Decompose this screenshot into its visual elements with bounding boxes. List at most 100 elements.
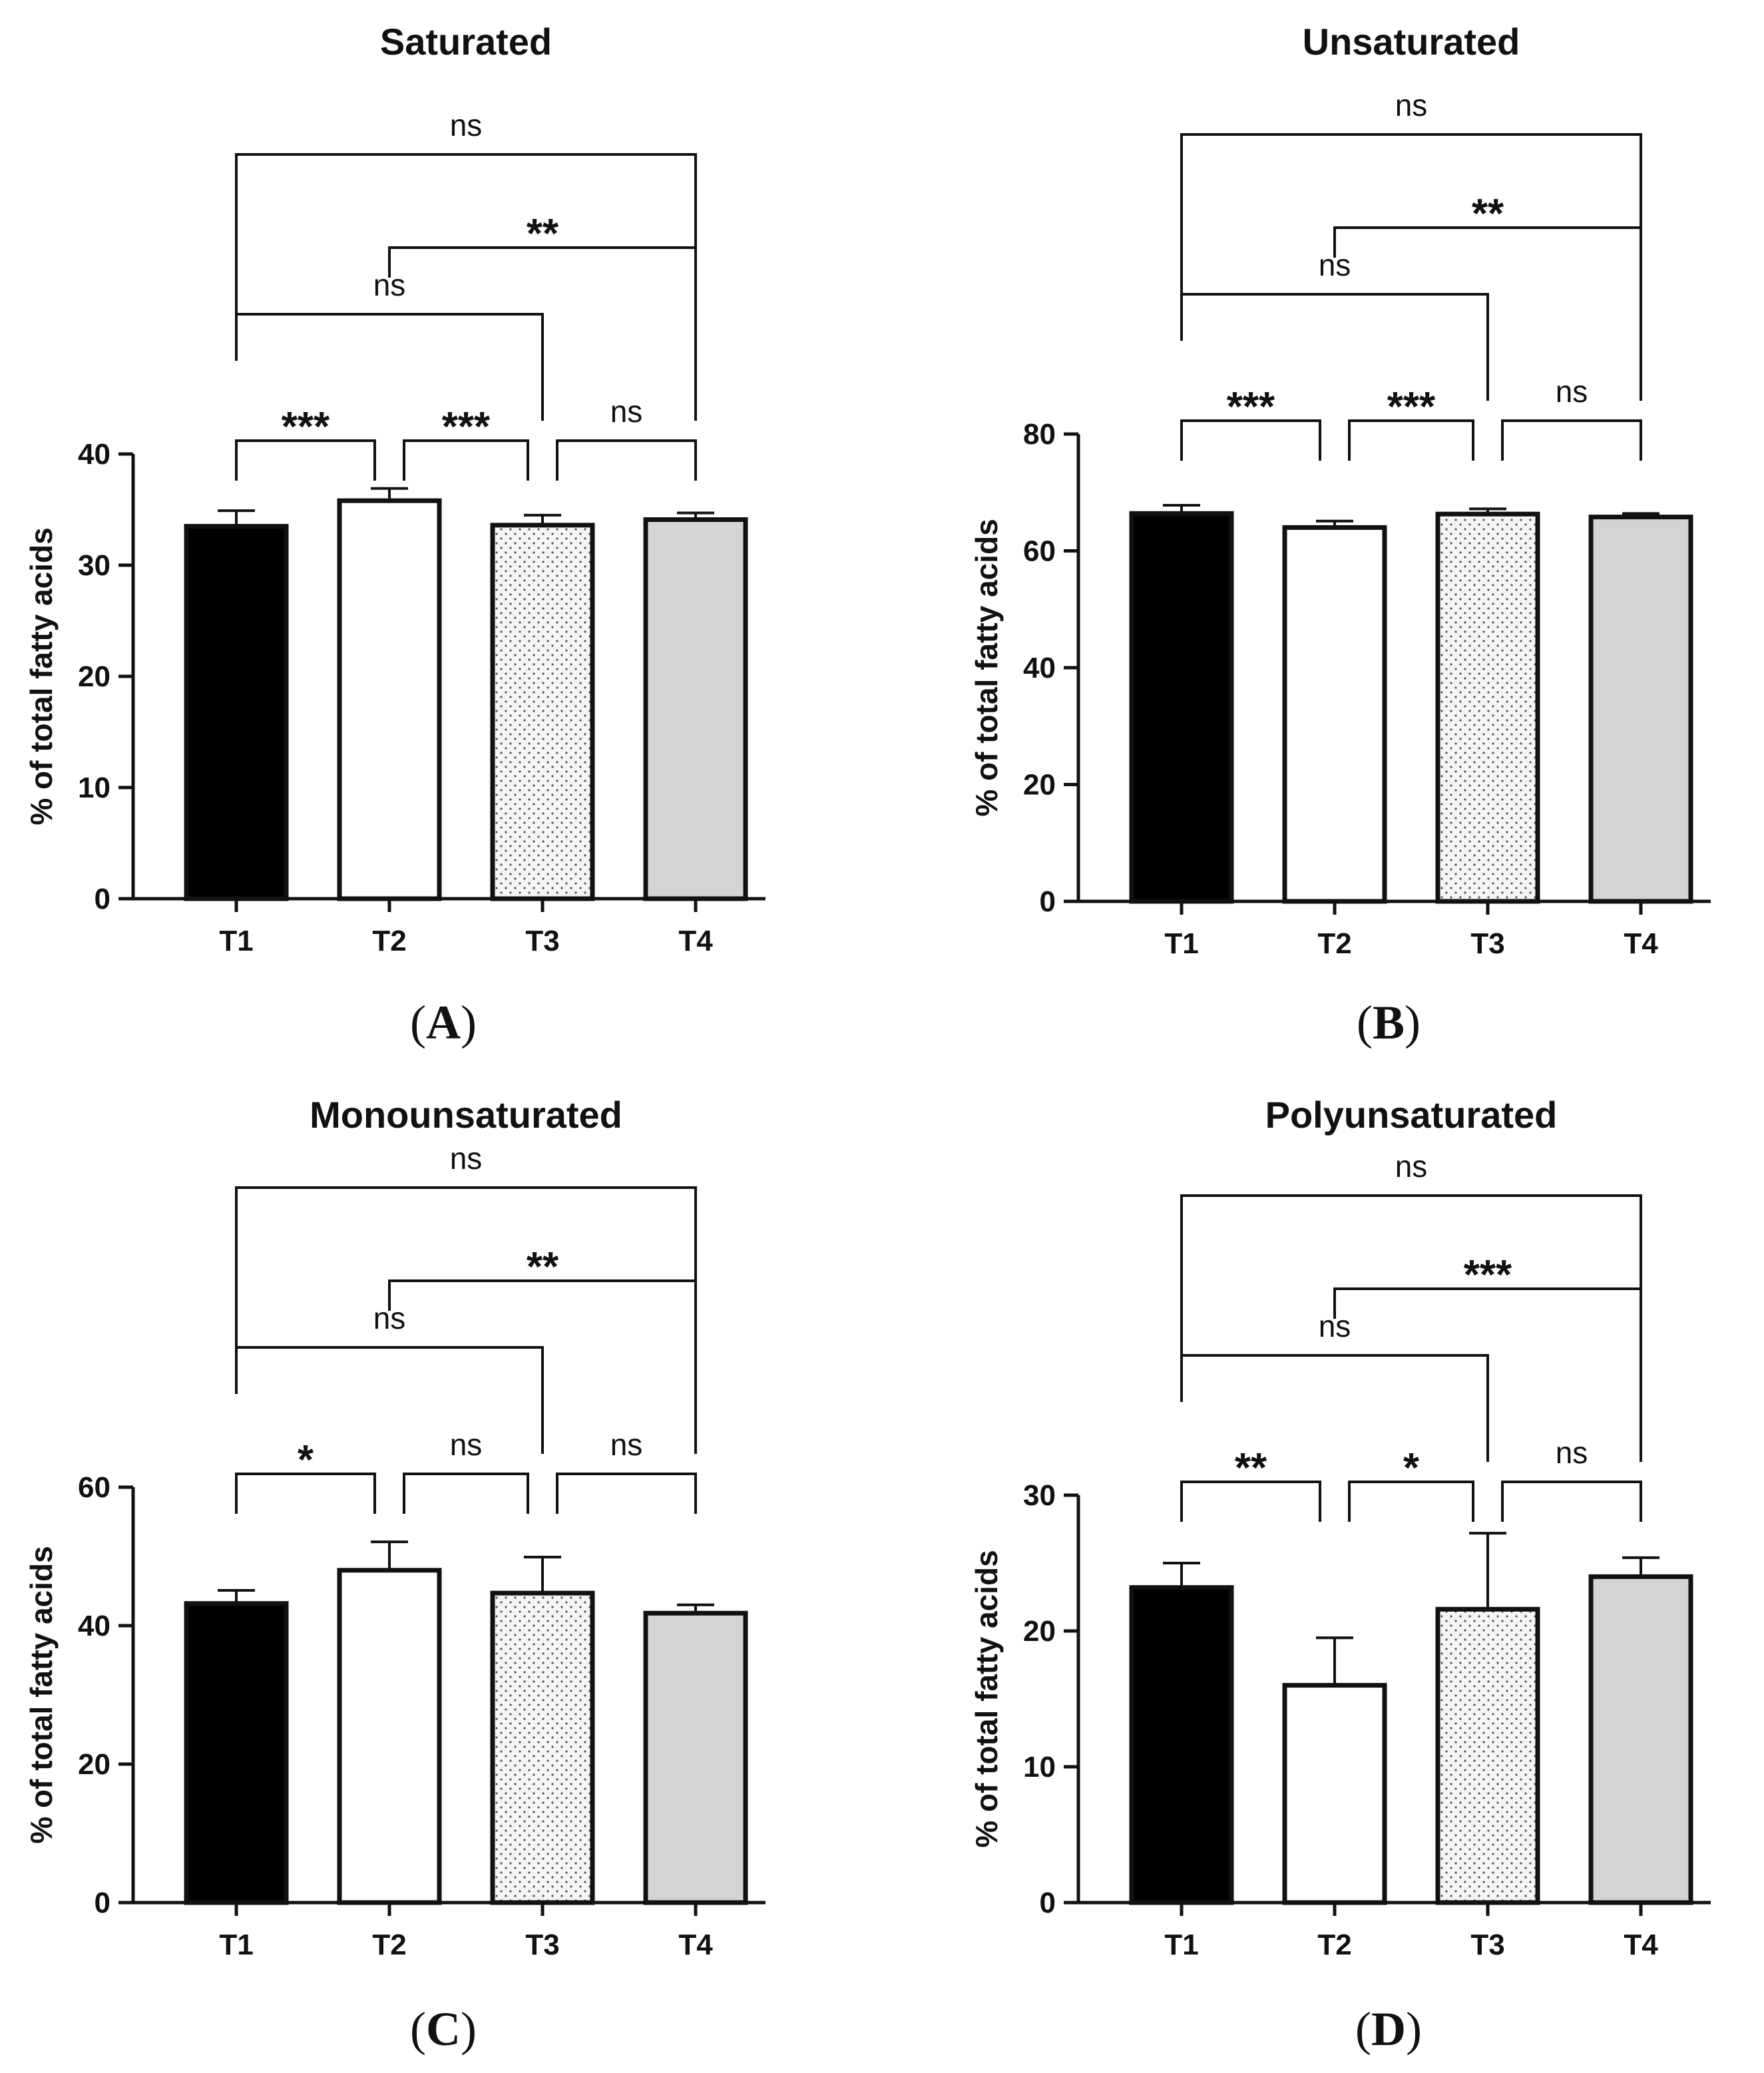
significance-label: *	[298, 1437, 314, 1483]
significance-label: ns	[610, 394, 643, 429]
significance-bracket	[235, 1473, 376, 1514]
x-tick-label: T4	[678, 1929, 713, 1961]
significance-label: ns	[450, 108, 483, 142]
panel-label-paren: )	[461, 2002, 477, 2056]
significance-label: ***	[1227, 384, 1275, 430]
y-axis-label: % of total fatty acids	[969, 519, 1004, 816]
x-tick-label: T3	[1470, 927, 1504, 960]
x-tick-label: T1	[1164, 1929, 1198, 1961]
significance-label: **	[1472, 191, 1504, 237]
panel-label-paren: (	[1357, 996, 1373, 1049]
y-tick-label: 0	[1040, 1887, 1056, 1919]
panel-label: (B)	[1357, 996, 1421, 1049]
significance-bracket	[1180, 419, 1321, 461]
significance-bracket	[1180, 1481, 1321, 1522]
significance-label: ns	[610, 1427, 643, 1462]
chart-title: Polyunsaturated	[1265, 1094, 1558, 1136]
bar-t2	[337, 1568, 442, 1905]
significance-bracket	[556, 439, 697, 481]
significance-bracket	[1180, 293, 1489, 401]
x-tick-label: T2	[1317, 1929, 1351, 1961]
significance-bracket	[1180, 133, 1642, 401]
y-tick-label: 10	[1023, 1751, 1056, 1783]
significance-label: ns	[1556, 374, 1588, 409]
significance-bracket	[235, 313, 544, 421]
y-tick-label: 40	[78, 1610, 110, 1642]
panel-label-paren: )	[461, 996, 477, 1049]
significance-bracket	[403, 439, 529, 481]
x-tick-label: T4	[678, 925, 713, 957]
significance-label: *	[1403, 1445, 1420, 1491]
significance-label: **	[527, 211, 559, 257]
y-axis-label: % of total fatty acids	[24, 1546, 59, 1843]
y-tick-label: 60	[78, 1471, 110, 1504]
significance-bracket	[235, 153, 697, 421]
panel-label-paren: )	[1405, 996, 1421, 1049]
bar-t4	[643, 1610, 748, 1905]
x-tick-label: T2	[1317, 927, 1351, 960]
panel-label-letter: D	[1371, 2002, 1406, 2056]
panel-label-letter: C	[426, 2002, 461, 2056]
bar-t2	[1282, 1683, 1387, 1905]
x-tick-label: T1	[219, 925, 253, 957]
significance-bracket	[235, 1346, 544, 1454]
significance-label: ***	[282, 404, 330, 450]
y-tick-label: 20	[1023, 1615, 1056, 1648]
significance-label: **	[527, 1244, 559, 1290]
panel-d: Polyunsaturated 0 10 20 30 % of total fatty a…	[969, 1094, 1711, 2056]
significance-bracket	[1180, 1354, 1489, 1462]
x-tick-label: T1	[1164, 927, 1198, 960]
chart-title: Saturated	[380, 21, 552, 63]
x-tick-label: T3	[1470, 1929, 1504, 1961]
bar-t1	[1129, 511, 1234, 904]
chart-title: Unsaturated	[1303, 21, 1520, 63]
bar-t4	[1588, 515, 1693, 904]
x-tick-label: T3	[525, 925, 559, 957]
y-tick-label: 80	[1023, 418, 1056, 451]
bar-t3	[490, 523, 595, 901]
y-tick-label: 40	[1023, 652, 1056, 684]
panel-b: Unsaturated 0 20 40 60 80 % of total fatty aci…	[969, 21, 1711, 1049]
y-tick-label: 20	[78, 1748, 110, 1781]
significance-label: ns	[1395, 88, 1428, 122]
bar-t2	[337, 498, 442, 901]
x-tick-label: T3	[525, 1929, 559, 1961]
significance-bracket	[1501, 419, 1642, 461]
x-tick-label: T2	[372, 1929, 406, 1961]
significance-bracket	[1348, 419, 1474, 461]
significance-bracket	[403, 1473, 529, 1514]
bar-t3	[1435, 511, 1540, 904]
significance-label: ***	[1387, 384, 1436, 430]
bar-t1	[1129, 1585, 1234, 1905]
y-tick-label: 0	[95, 1887, 110, 1919]
panel-label-letter: B	[1373, 996, 1405, 1049]
significance-bracket	[235, 439, 376, 481]
y-axis-label: % of total fatty acids	[969, 1550, 1004, 1847]
panel-label: (D)	[1355, 2002, 1422, 2056]
panel-a: Saturated 0 10 20 30 40 % of total fatty acids…	[24, 21, 766, 1049]
bar-t4	[643, 517, 748, 901]
y-tick-label: 30	[78, 549, 110, 582]
y-tick-label: 20	[78, 660, 110, 693]
significance-bracket	[1348, 1481, 1474, 1522]
significance-label: ns	[1395, 1149, 1428, 1184]
panel-label-paren: )	[1406, 2002, 1422, 2056]
y-tick-label: 60	[1023, 535, 1056, 568]
panel-label-letter: A	[426, 996, 461, 1049]
y-axis-label: % of total fatty acids	[24, 527, 59, 825]
panel-c: Monounsaturated 0 20 40 60 % of total fatty a…	[24, 1094, 766, 2056]
y-tick-label: 0	[1040, 885, 1056, 918]
bar-t3	[1435, 1606, 1540, 1905]
x-tick-label: T2	[372, 925, 406, 957]
y-tick-label: 40	[78, 438, 110, 471]
significance-bracket	[1501, 1481, 1642, 1522]
significance-bracket	[556, 1473, 697, 1514]
x-tick-label: T4	[1624, 1929, 1658, 1961]
bar-t3	[490, 1590, 595, 1905]
significance-label: ***	[442, 404, 491, 450]
bar-t1	[184, 1601, 289, 1905]
significance-bracket	[1180, 1194, 1642, 1462]
significance-label: ns	[450, 1427, 483, 1462]
panel-label-paren: (	[410, 2002, 426, 2056]
